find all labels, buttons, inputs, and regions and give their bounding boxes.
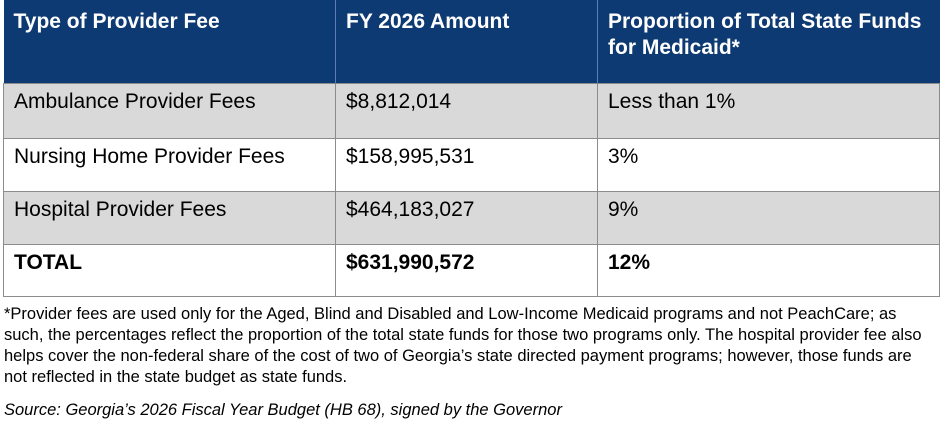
- cell-proportion: 3%: [597, 137, 940, 192]
- footnote: *Provider fees are used only for the Age…: [4, 305, 922, 386]
- cell-fee-type: Hospital Provider Fees: [3, 190, 336, 245]
- cell-total-amount: $631,990,572: [335, 243, 598, 297]
- cell-total-proportion: 12%: [597, 243, 940, 297]
- table-row: Hospital Provider Fees $464,183,027 9%: [3, 190, 940, 245]
- table-row: Nursing Home Provider Fees $158,995,531 …: [3, 137, 940, 192]
- provider-fee-table: Type of Provider Fee FY 2026 Amount Prop…: [3, 0, 940, 297]
- cell-fee-type: Nursing Home Provider Fees: [3, 137, 336, 192]
- cell-amount: $8,812,014: [335, 82, 598, 139]
- cell-amount: $158,995,531: [335, 137, 598, 192]
- cell-amount: $464,183,027: [335, 190, 598, 245]
- total-row: TOTAL $631,990,572 12%: [3, 243, 940, 297]
- header-proportion: Proportion of Total State Funds for Medi…: [597, 0, 940, 83]
- cell-total-label: TOTAL: [3, 243, 336, 297]
- source-citation: Source: Georgia’s 2026 Fiscal Year Budge…: [4, 401, 562, 419]
- table-header-row: Type of Provider Fee FY 2026 Amount Prop…: [3, 0, 940, 83]
- header-fy2026-amount: FY 2026 Amount: [335, 0, 598, 83]
- cell-proportion: 9%: [597, 190, 940, 245]
- cell-fee-type: Ambulance Provider Fees: [3, 82, 336, 139]
- header-fee-type: Type of Provider Fee: [3, 0, 336, 83]
- cell-proportion: Less than 1%: [597, 82, 940, 139]
- table-row: Ambulance Provider Fees $8,812,014 Less …: [3, 82, 940, 139]
